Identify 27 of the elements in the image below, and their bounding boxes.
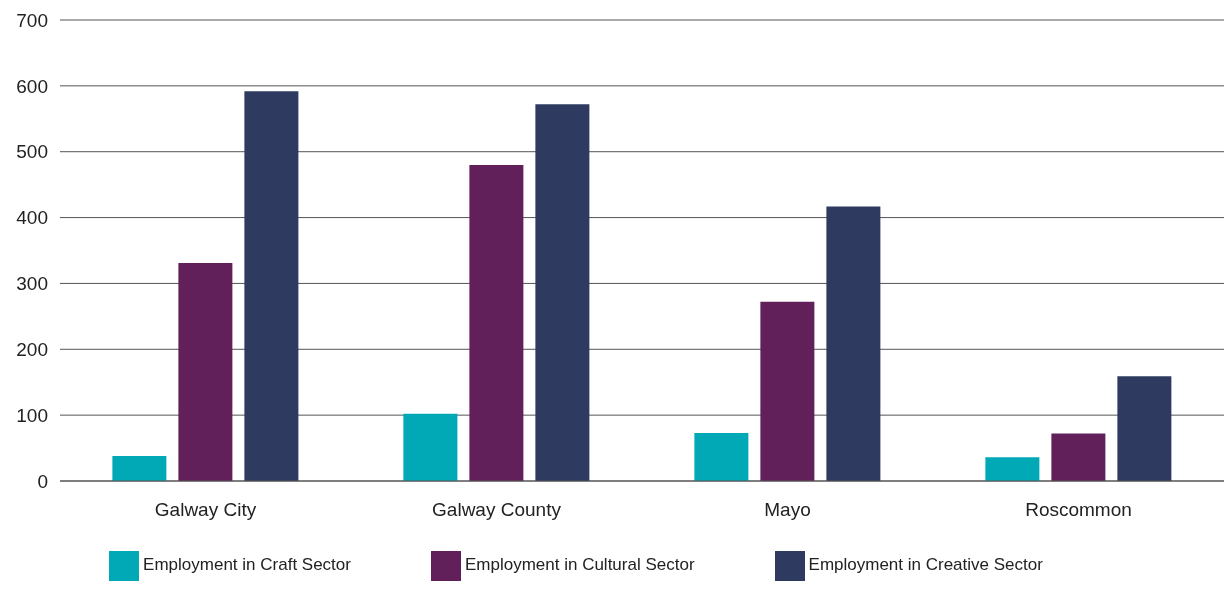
bar	[1051, 433, 1106, 481]
y-tick-label: 500	[16, 141, 48, 163]
y-tick-label: 0	[37, 470, 48, 492]
legend-label: Employment in Creative Sector	[808, 555, 1043, 575]
bar	[244, 91, 299, 481]
y-tick-label: 600	[16, 75, 48, 97]
y-tick-label: 300	[16, 273, 48, 295]
x-tick-label: Galway City	[154, 499, 257, 521]
y-tick-label: 400	[16, 207, 48, 229]
bar	[469, 164, 524, 481]
bar	[826, 206, 881, 481]
bar	[178, 263, 233, 481]
bar	[985, 457, 1040, 481]
y-tick-label: 100	[16, 404, 48, 426]
bar	[694, 432, 749, 481]
legend-label: Employment in Craft Sector	[143, 555, 351, 575]
bar	[535, 104, 590, 481]
y-tick-label: 700	[16, 9, 48, 31]
x-tick-label: Mayo	[764, 499, 811, 521]
x-tick-label: Roscommon	[1025, 499, 1132, 521]
bar	[112, 455, 167, 481]
legend-label: Employment in Cultural Sector	[464, 555, 695, 575]
y-tick-label: 200	[16, 339, 48, 361]
bar	[760, 301, 815, 481]
x-tick-label: Galway County	[432, 499, 562, 521]
bar	[403, 413, 458, 481]
bar	[1117, 376, 1172, 481]
